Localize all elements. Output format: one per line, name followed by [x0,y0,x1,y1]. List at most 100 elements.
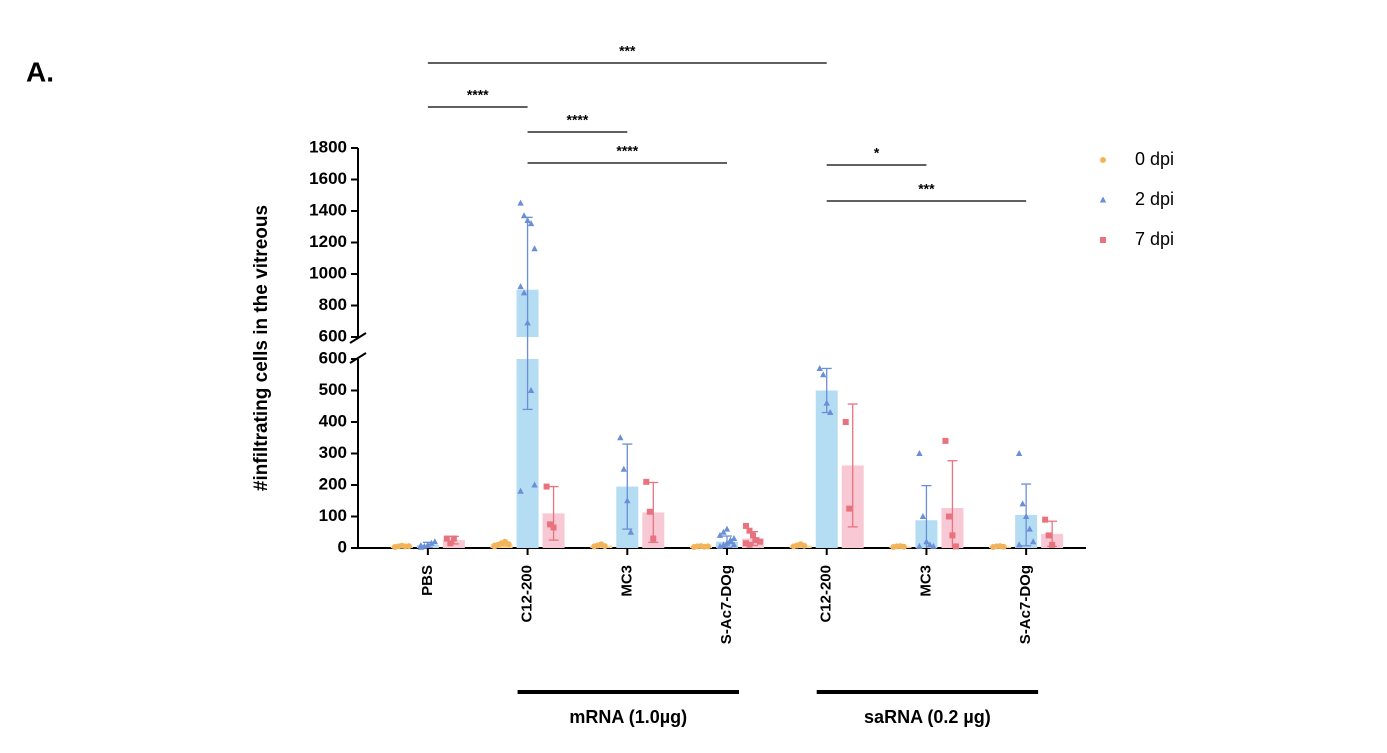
data-point [753,537,760,544]
data-point [900,543,907,550]
data-point [1019,500,1026,507]
y-axis-label: #infiltrating cells in the vitreous [251,205,272,491]
data-point [743,540,749,547]
data-point [531,245,538,252]
data-point [846,505,853,512]
data-point [424,541,432,548]
data-point [431,538,439,545]
significance-label: *** [619,43,636,59]
data-point [524,216,531,223]
data-point [930,542,937,549]
data-point [916,450,923,456]
data-point [417,541,425,548]
y-tick-label: 500 [319,380,347,399]
data-point [491,542,498,549]
data-point [952,543,959,550]
data-point [750,532,756,539]
x-tick-label: MC3 [618,565,635,597]
data-point [550,524,557,531]
data-point [624,497,631,504]
data-point [942,437,949,444]
data-point [650,535,657,542]
data-point [716,542,724,549]
y-tick-label: 100 [319,506,347,525]
data-point [627,528,634,535]
legend-marker [1099,196,1107,203]
data-point [949,532,956,539]
y-tick-label: 1600 [309,169,347,188]
data-point [730,541,738,548]
y-tick-label: 1000 [309,263,347,282]
y-tick-label: 1400 [309,200,347,219]
y-tick-label: 0 [338,537,347,556]
panel-label: A. [26,56,54,87]
legend-label: 7 dpi [1135,229,1174,249]
significance-label: **** [616,143,638,159]
y-tick-label: 400 [319,411,347,430]
data-point [1015,541,1023,548]
y-tick-label: 200 [319,474,347,493]
data-point [743,522,749,529]
y-tick-label: 600 [319,326,347,345]
data-point [547,521,554,528]
data-point [620,465,627,472]
data-point [1000,543,1007,550]
data-point [823,399,830,406]
data-point [923,538,930,545]
data-point [447,540,454,547]
data-point [505,541,512,548]
data-point [428,539,435,546]
data-point [405,543,412,550]
data-point [746,527,753,534]
data-point [1022,513,1030,519]
data-point [816,364,823,371]
y-tick-label: 1200 [309,232,347,251]
data-point [720,528,727,535]
data-point [1015,450,1023,456]
data-point [1026,525,1033,532]
y-tick-label: 300 [319,443,347,462]
legend-label: 0 dpi [1135,149,1174,169]
data-point [716,531,724,538]
significance-label: *** [918,181,935,197]
data-point [827,409,834,416]
data-point [727,536,734,543]
data-point [517,487,524,494]
significance-label: * [874,145,880,161]
y-tick-label: 600 [319,348,347,367]
data-point [450,535,457,542]
x-tick-label: PBS [419,565,436,596]
data-point [723,539,731,546]
data-point [916,542,923,549]
data-point [617,434,624,441]
legend-marker [1100,237,1106,243]
bar [815,390,838,548]
data-point [1045,532,1052,539]
data-point [801,542,808,549]
data-point [723,525,731,532]
group-label: saRNA (0.2 µg) [864,707,991,727]
data-point [730,535,738,542]
data-point [1042,516,1049,523]
significance-label: **** [467,87,489,103]
data-point [705,543,711,550]
data-point [842,419,849,425]
data-point [527,387,535,393]
data-point [524,319,531,326]
data-point [520,212,528,219]
data-point [517,199,524,206]
bar [516,359,539,548]
group-label: mRNA (1.0µg) [569,707,687,727]
x-tick-label: C12-200 [818,565,835,623]
data-point [646,508,653,515]
data-point [520,289,528,296]
x-tick-label: MC3 [917,565,934,597]
data-point [527,220,535,227]
y-tick-label: 800 [319,295,347,314]
y-tick-label: 1800 [309,137,347,156]
data-point [517,283,524,290]
x-tick-label: S-Ac7-DOg [718,565,735,644]
data-point [643,478,650,485]
